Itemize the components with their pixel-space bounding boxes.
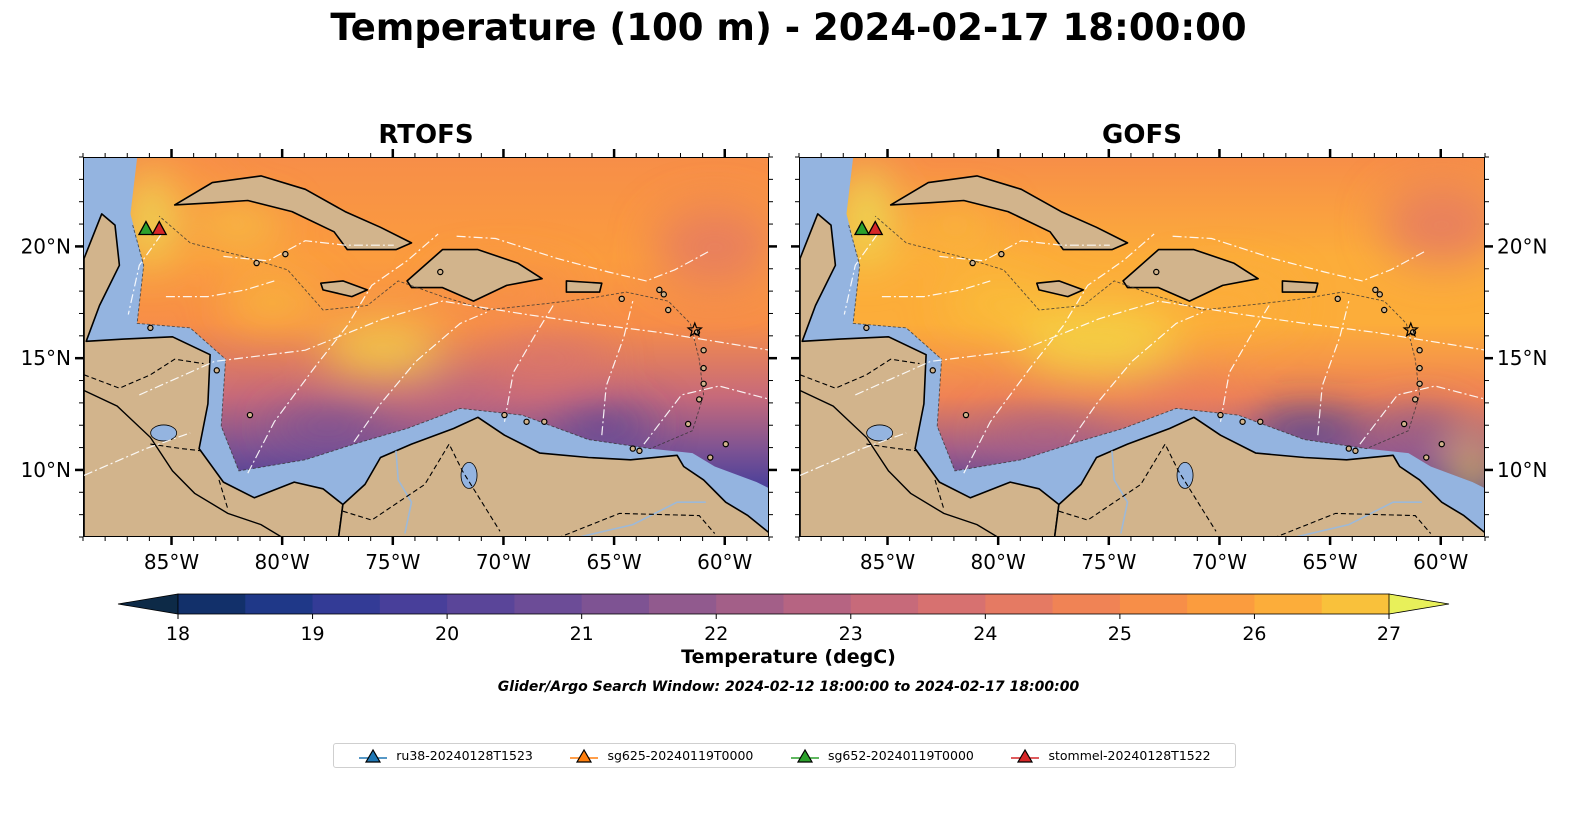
colorbar-tick-label: 26 xyxy=(1242,623,1266,645)
colorbar-bin xyxy=(1187,594,1255,614)
lon-tick-label: 75°W xyxy=(365,550,420,574)
land-central-america xyxy=(800,213,1060,536)
colorbar-tick-label: 19 xyxy=(300,623,324,645)
star-marker xyxy=(686,321,704,338)
lon-tick-label: 75°W xyxy=(1081,550,1136,574)
legend-label: sg625-20240119T0000 xyxy=(607,748,754,763)
colorbar-bin xyxy=(1119,594,1188,614)
colorbar-bin xyxy=(178,594,246,614)
colorbar-bin xyxy=(447,594,515,614)
triangle-marker-icon xyxy=(359,748,388,763)
land-cuba xyxy=(889,175,1129,251)
map-axes: 85°W 80°W 75°W 70°W 65°W 60°W 20°N 15°N 10°N 85°W… xyxy=(21,149,1547,574)
lon-tick-label: 65°W xyxy=(1302,550,1357,574)
colorbar-bin xyxy=(312,594,381,614)
colorbar: 18 19 20 21 22 23 24 25 26 27 xyxy=(117,593,1450,645)
lon-tick-label: 60°W xyxy=(1413,550,1468,574)
colorbar-bin xyxy=(1321,594,1390,614)
colorbar-bin xyxy=(716,594,784,614)
land-puerto-rico xyxy=(1281,280,1319,293)
colorbar-bin xyxy=(850,594,919,614)
colorbar-tick-label: 25 xyxy=(1108,623,1132,645)
colorbar-extend-high xyxy=(1388,593,1450,615)
lon-tick-label: 85°W xyxy=(144,550,199,574)
lat-tick-label: 15°N xyxy=(21,346,71,370)
legend-label: stommel-20240128T1522 xyxy=(1048,748,1211,763)
colorbar-bin xyxy=(648,594,717,614)
lake-nicaragua xyxy=(866,424,894,442)
colorbar-tick-label: 22 xyxy=(704,623,728,645)
colorbar-extend-low xyxy=(117,593,179,615)
lat-tick-label: 10°N xyxy=(21,458,71,482)
lat-tick-label: 20°N xyxy=(21,234,71,258)
lon-tick-label: 70°W xyxy=(476,550,531,574)
colorbar-bin xyxy=(985,594,1054,614)
panel-title-gofs: GOFS xyxy=(1102,120,1182,150)
land-jamaica xyxy=(320,280,369,298)
triangle-marker-icon xyxy=(790,748,819,763)
glider-marker-sg652 xyxy=(137,220,155,236)
land-hispaniola xyxy=(406,248,543,302)
lat-tick-label: 10°N xyxy=(1497,458,1547,482)
legend-item: sg652-20240119T0000 xyxy=(790,748,974,764)
land-south-america xyxy=(1053,416,1484,536)
land-central-america xyxy=(84,213,344,536)
colorbar-bin xyxy=(379,594,448,614)
land-cuba xyxy=(173,175,413,251)
lake-maracaibo xyxy=(1176,462,1194,489)
land-puerto-rico xyxy=(565,280,603,293)
temperature-field xyxy=(130,158,768,488)
glider-marker-stommel xyxy=(151,220,168,236)
lon-tick-label: 85°W xyxy=(860,550,915,574)
triangle-marker-icon xyxy=(570,748,599,763)
glider-marker-sg652 xyxy=(853,220,871,236)
land-hispaniola xyxy=(1122,248,1259,302)
figure-title: Temperature (100 m) - 2024-02-17 18:00:0… xyxy=(330,6,1247,49)
lon-tick-label: 65°W xyxy=(586,550,641,574)
lon-tick-label: 60°W xyxy=(697,550,752,574)
star-marker xyxy=(1402,321,1420,338)
legend-item: ru38-20240128T1523 xyxy=(358,748,533,764)
land-jamaica xyxy=(1036,280,1085,298)
colorbar-tick-label: 20 xyxy=(435,623,459,645)
lon-tick-label: 70°W xyxy=(1192,550,1247,574)
panel-title-rtofs: RTOFS xyxy=(378,120,474,150)
colorbar-bin xyxy=(1052,594,1121,614)
glider-legend: ru38-20240128T1523 sg625-20240119T0000 sg6… xyxy=(333,743,1236,768)
colorbar-tick-label: 23 xyxy=(839,623,863,645)
lake-nicaragua xyxy=(150,424,178,442)
colorbar-tick-label: 27 xyxy=(1377,623,1401,645)
legend-label: sg652-20240119T0000 xyxy=(827,748,974,763)
colorbar-label: Temperature (degC) xyxy=(681,646,896,668)
colorbar-tick-label: 21 xyxy=(570,623,594,645)
colorbar-bin xyxy=(1254,594,1323,614)
lat-tick-label: 15°N xyxy=(1497,346,1547,370)
lake-maracaibo xyxy=(460,462,478,489)
colorbar-bin xyxy=(918,594,986,614)
colorbar-tick-label: 18 xyxy=(166,623,190,645)
legend-label: ru38-20240128T1523 xyxy=(396,748,533,763)
search-window-text: Glider/Argo Search Window: 2024-02-12 18… xyxy=(497,679,1080,695)
colorbar-tick-label: 24 xyxy=(973,623,997,645)
land-south-america xyxy=(337,416,768,536)
colorbar-bin xyxy=(245,594,314,614)
lon-tick-label: 80°W xyxy=(971,550,1026,574)
colorbar-bin xyxy=(783,594,852,614)
colorbar-bin xyxy=(514,594,583,614)
legend-item: sg625-20240119T0000 xyxy=(569,748,753,764)
triangle-marker-icon xyxy=(1011,748,1040,763)
lon-tick-label: 80°W xyxy=(255,550,310,574)
map-rtofs xyxy=(83,157,769,537)
lat-tick-label: 20°N xyxy=(1497,234,1547,258)
colorbar-bin xyxy=(581,594,650,614)
map-gofs xyxy=(799,157,1485,537)
legend-item: stommel-20240128T1522 xyxy=(1010,748,1211,764)
glider-marker-stommel xyxy=(867,220,884,236)
